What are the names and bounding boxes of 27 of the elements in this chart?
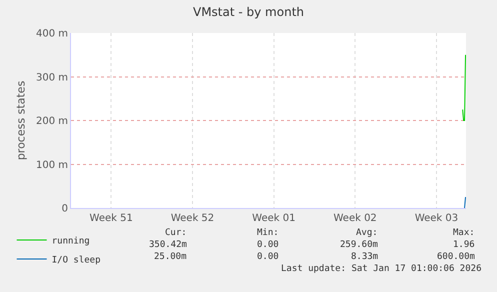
- text: 0.00: [257, 240, 279, 250]
- text: Min:: [257, 228, 279, 238]
- x-tick-label: Week 52: [170, 213, 214, 224]
- y-tick-label: 0: [62, 204, 68, 214]
- text: 259.60m: [340, 240, 378, 250]
- x-tick-label: Week 01: [252, 213, 296, 224]
- text: 350.42m: [149, 240, 187, 250]
- y-tick-label: 300 m: [36, 72, 68, 84]
- x-tick-label: Week 02: [333, 213, 377, 224]
- text: 1.96: [453, 240, 475, 250]
- y-tick-label: 200 m: [36, 116, 68, 127]
- text: Cur:: [165, 228, 187, 238]
- legend-label: I/O sleep: [52, 256, 101, 266]
- text: Avg:: [356, 228, 378, 238]
- text: 600.00m: [437, 252, 475, 262]
- x-tick-label: Week 51: [90, 213, 133, 224]
- x-tick-label: Week 03: [414, 213, 458, 224]
- y-tick-label: 400 m: [36, 28, 68, 40]
- text: 25.00m: [154, 252, 187, 262]
- text: Last update: Sat Jan 17 01:00:06 2026: [281, 264, 482, 274]
- legend-label: running: [52, 236, 90, 247]
- text: 8.33m: [351, 252, 378, 262]
- text: 0.00: [257, 252, 279, 262]
- chart-title: VMstat - by month: [192, 5, 304, 20]
- text: Max:: [453, 228, 475, 238]
- y-tick-label: 100 m: [36, 160, 68, 171]
- y-axis-title: process states: [14, 80, 28, 160]
